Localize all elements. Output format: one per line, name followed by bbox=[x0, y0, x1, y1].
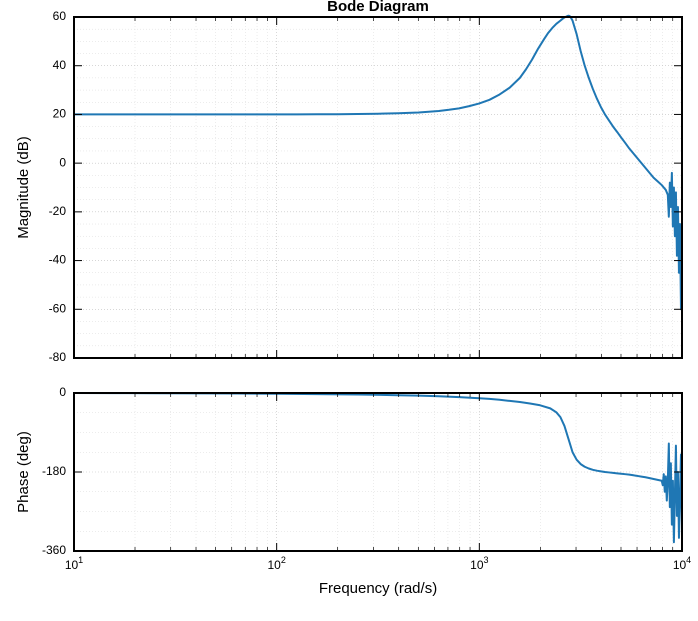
ytick-label: 20 bbox=[53, 107, 67, 121]
ytick-label: 60 bbox=[53, 9, 67, 23]
plot-title: Bode Diagram bbox=[327, 0, 429, 15]
ytick-label: -20 bbox=[49, 204, 67, 218]
bode-svg: -80 -60 -40 -20 0 20 40 60 Magnitude (dB) Bode Di… bbox=[0, 0, 698, 621]
ytick-label: -180 bbox=[42, 464, 66, 478]
ytick-label: 0 bbox=[59, 385, 66, 399]
xlabel: Frequency (rad/s) bbox=[319, 580, 437, 597]
ytick-label: -40 bbox=[49, 253, 67, 267]
top_plot: -80 -60 -40 -20 0 20 40 60 Magnitude (dB) Bode Di… bbox=[15, 0, 682, 364]
ytick-label: 0 bbox=[59, 155, 66, 169]
bode-figure: -80 -60 -40 -20 0 20 40 60 Magnitude (dB) Bode Di… bbox=[0, 0, 698, 621]
ytick-label: -80 bbox=[49, 350, 67, 364]
ytick-label: -360 bbox=[42, 543, 66, 557]
ytick-label: -60 bbox=[49, 301, 67, 315]
ytick-label: 40 bbox=[53, 58, 67, 72]
top_plot-ylabel: Magnitude (dB) bbox=[15, 136, 32, 239]
bottom_plot-ylabel: Phase (deg) bbox=[15, 431, 32, 513]
